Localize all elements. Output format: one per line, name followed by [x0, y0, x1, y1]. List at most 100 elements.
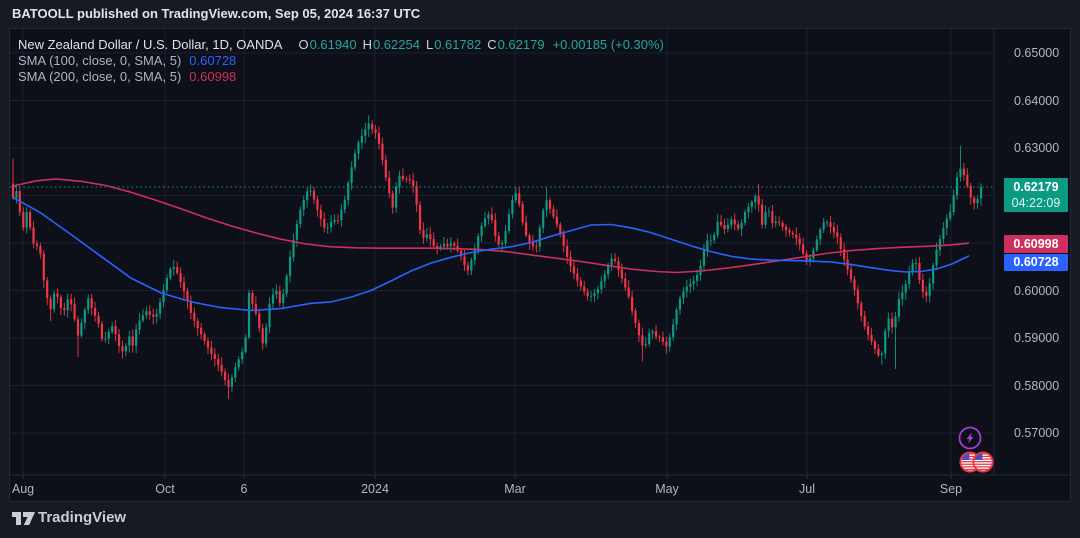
- candle-body: [306, 191, 309, 200]
- candle-body: [665, 341, 668, 347]
- candle-body: [217, 359, 220, 365]
- candle-body: [774, 221, 777, 224]
- last-price-value: 0.62179: [1013, 180, 1059, 194]
- candle-body: [213, 353, 216, 359]
- price-axis-label: 0.57000: [1014, 426, 1060, 440]
- candle-body: [124, 345, 127, 352]
- candle-body: [709, 240, 712, 241]
- candle-body: [631, 296, 634, 311]
- candle-body: [11, 183, 15, 198]
- price-axis-label: 0.58000: [1014, 379, 1060, 393]
- candle-body: [932, 265, 935, 284]
- candle-body: [261, 328, 264, 344]
- candle-body: [696, 275, 699, 281]
- candle-body: [901, 292, 904, 299]
- candle-body: [911, 263, 914, 272]
- candle-body: [206, 340, 210, 348]
- candle-body: [87, 298, 90, 310]
- candle-body: [432, 239, 435, 246]
- candle-body: [90, 298, 93, 308]
- time-axis-label: Aug: [11, 482, 35, 496]
- candle-body: [658, 336, 661, 338]
- candle-body: [162, 290, 165, 303]
- candle-body: [165, 278, 169, 291]
- candle-body: [265, 327, 268, 344]
- candle-body: [418, 204, 422, 230]
- candle-body: [702, 250, 706, 266]
- candle-body: [634, 310, 637, 323]
- candle-body: [969, 185, 972, 198]
- lightning-event-icon[interactable]: [958, 426, 982, 450]
- candlestick-chart[interactable]: [10, 29, 1071, 502]
- candle-body: [15, 191, 18, 198]
- sma100-value: 0.60728: [189, 53, 237, 68]
- candle-body: [494, 220, 497, 236]
- candle-body: [391, 193, 394, 208]
- candle-body: [412, 180, 415, 186]
- publish-bar: BATOOLL published on TradingView.com, Se…: [0, 0, 1080, 28]
- candle-body: [203, 334, 206, 341]
- close-label: C: [487, 37, 497, 52]
- brand-text[interactable]: TradingView: [38, 509, 127, 526]
- candle-body: [829, 222, 832, 227]
- candle-body: [839, 237, 842, 250]
- candle-body: [586, 291, 589, 296]
- candle-body: [152, 314, 155, 317]
- low-label: L: [425, 37, 434, 52]
- candle-body: [350, 167, 353, 183]
- candle-body: [247, 292, 251, 338]
- candle-body: [155, 313, 158, 317]
- candle-body: [737, 224, 740, 229]
- candle-body: [949, 211, 952, 219]
- candle-body: [176, 267, 179, 273]
- candle-body: [49, 298, 52, 310]
- open-label: O: [298, 37, 309, 52]
- time-axis-label: Jul: [799, 482, 815, 496]
- candle-body: [791, 232, 794, 235]
- candle-body: [316, 199, 319, 210]
- candle-body: [873, 341, 877, 349]
- time-axis-label: Sep: [939, 482, 963, 496]
- candle-body: [326, 227, 329, 229]
- candle-body: [600, 281, 603, 290]
- candle-body: [487, 214, 490, 219]
- candle-body: [764, 211, 767, 225]
- candle-body: [473, 248, 476, 261]
- candle-body: [566, 246, 569, 257]
- candle-body: [637, 323, 641, 336]
- candle-body: [583, 286, 586, 292]
- candle-body: [111, 326, 114, 332]
- candle-body: [220, 365, 223, 372]
- us-flag-event-icon[interactable]: [972, 451, 994, 473]
- candle-body: [128, 336, 131, 346]
- candle-body: [908, 272, 911, 285]
- candle-body: [288, 256, 292, 276]
- tradingview-logo[interactable]: [12, 511, 36, 526]
- candle-body: [760, 204, 764, 225]
- candle-body: [610, 258, 613, 266]
- candle-body: [131, 336, 134, 346]
- candle-body: [812, 250, 815, 259]
- plot-area[interactable]: [10, 29, 994, 475]
- candle-body: [25, 212, 28, 228]
- candle-body: [169, 269, 172, 278]
- chart-widget[interactable]: New Zealand Dollar / U.S. Dollar, 1D, OA…: [9, 28, 1071, 502]
- candle-body: [158, 302, 162, 314]
- candle-body: [340, 209, 343, 221]
- candle-body: [966, 175, 969, 186]
- candle-body: [955, 177, 959, 196]
- change-value: +0.00185 (+0.30%): [552, 37, 664, 52]
- candle-body: [35, 243, 39, 247]
- candle-body: [743, 212, 747, 223]
- candle-body: [778, 221, 781, 223]
- candle-body: [713, 235, 716, 241]
- candle-body: [401, 175, 405, 179]
- candle-body: [504, 231, 507, 243]
- candle-body: [740, 222, 743, 229]
- candle-body: [853, 279, 856, 290]
- candle-body: [716, 221, 719, 236]
- time-axis-label: 2024: [361, 482, 389, 496]
- candle-body: [278, 290, 281, 304]
- candle-body: [832, 227, 836, 233]
- candle-body: [641, 335, 644, 346]
